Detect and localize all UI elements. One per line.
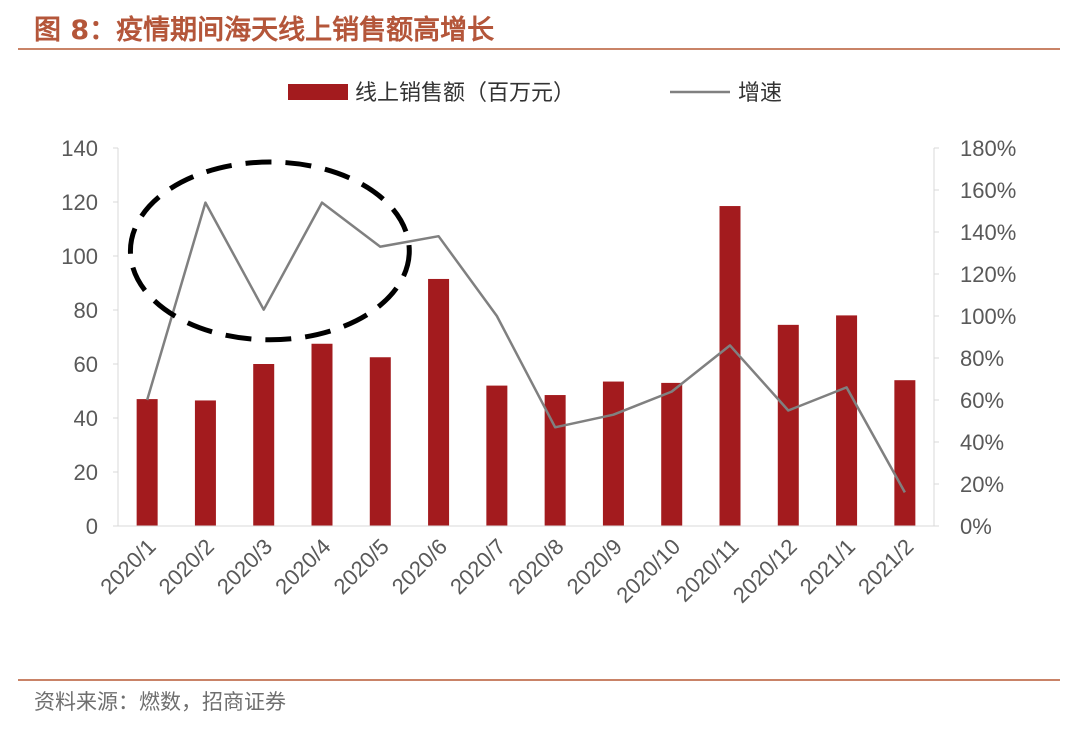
right-tick-label: 80% xyxy=(960,346,1004,371)
left-tick-label: 0 xyxy=(86,514,98,539)
bar xyxy=(486,385,508,526)
x-tick-label: 2020/4 xyxy=(270,534,335,599)
x-tick-label: 2020/10 xyxy=(611,534,685,608)
bar xyxy=(777,324,799,526)
title-divider xyxy=(18,48,1060,50)
bar xyxy=(194,400,216,526)
right-tick-label: 140% xyxy=(960,220,1016,245)
right-tick-label: 20% xyxy=(960,472,1004,497)
right-tick-label: 160% xyxy=(960,178,1016,203)
bar xyxy=(253,364,275,526)
x-tick-label: 2020/1 xyxy=(95,534,160,599)
dashed-ellipse xyxy=(127,159,412,343)
combo-chart: 0 20 40 60 80 100 120 140 0% 20% 40% 60% 80% 100% 120… xyxy=(61,81,1016,608)
line-series xyxy=(145,201,906,494)
left-tick-label: 140 xyxy=(61,136,98,161)
footer-divider xyxy=(18,679,1060,681)
x-tick-label: 2020/6 xyxy=(387,534,452,599)
bar xyxy=(369,357,391,526)
bar xyxy=(719,206,741,527)
x-tick-label: 2020/12 xyxy=(728,534,802,608)
figure-title: 图 8：疫情期间海天线上销售额高增长 xyxy=(34,15,495,46)
right-tick-label: 120% xyxy=(960,262,1016,287)
legend-bar-swatch xyxy=(288,84,348,100)
right-tick-label: 60% xyxy=(960,388,1004,413)
bar xyxy=(661,382,683,526)
right-tick-label: 0% xyxy=(960,514,992,539)
x-tick-label: 2020/3 xyxy=(212,534,277,599)
left-tick-label: 120 xyxy=(61,190,98,215)
x-axis: 2020/12020/22020/32020/42020/52020/62020… xyxy=(95,525,934,608)
right-tick-label: 40% xyxy=(960,430,1004,455)
right-y-axis: 0% 20% 40% 60% 80% 100% 120% 140% 160% 180% xyxy=(933,136,1016,539)
bar xyxy=(836,315,858,526)
left-tick-label: 40 xyxy=(74,406,98,431)
bar xyxy=(894,380,916,526)
source-note: 资料来源：燃数，招商证券 xyxy=(34,690,286,714)
annotation xyxy=(127,159,412,343)
left-tick-label: 80 xyxy=(74,298,98,323)
bar xyxy=(311,343,333,526)
x-tick-label: 2020/2 xyxy=(154,534,219,599)
bar xyxy=(428,278,450,526)
right-tick-label: 100% xyxy=(960,304,1016,329)
left-tick-label: 60 xyxy=(74,352,98,377)
left-tick-label: 100 xyxy=(61,244,98,269)
right-tick-label: 180% xyxy=(960,136,1016,161)
bar xyxy=(602,381,624,526)
bar xyxy=(136,399,158,526)
x-tick-label: 2021/2 xyxy=(853,534,918,599)
left-tick-label: 20 xyxy=(74,460,98,485)
x-tick-label: 2020/5 xyxy=(329,534,394,599)
legend-line-label: 增速 xyxy=(738,81,782,106)
bar xyxy=(544,395,566,526)
left-y-axis: 0 20 40 60 80 100 120 140 xyxy=(61,136,119,539)
legend-bar-label: 线上销售额（百万元） xyxy=(355,81,575,106)
growth-line xyxy=(145,201,906,494)
x-tick-label: 2020/8 xyxy=(503,534,568,599)
bar-series xyxy=(136,206,916,527)
legend: 线上销售额（百万元） 增速 xyxy=(288,81,782,106)
x-tick-label: 2020/7 xyxy=(445,534,510,599)
x-tick-label: 2021/1 xyxy=(795,534,860,599)
